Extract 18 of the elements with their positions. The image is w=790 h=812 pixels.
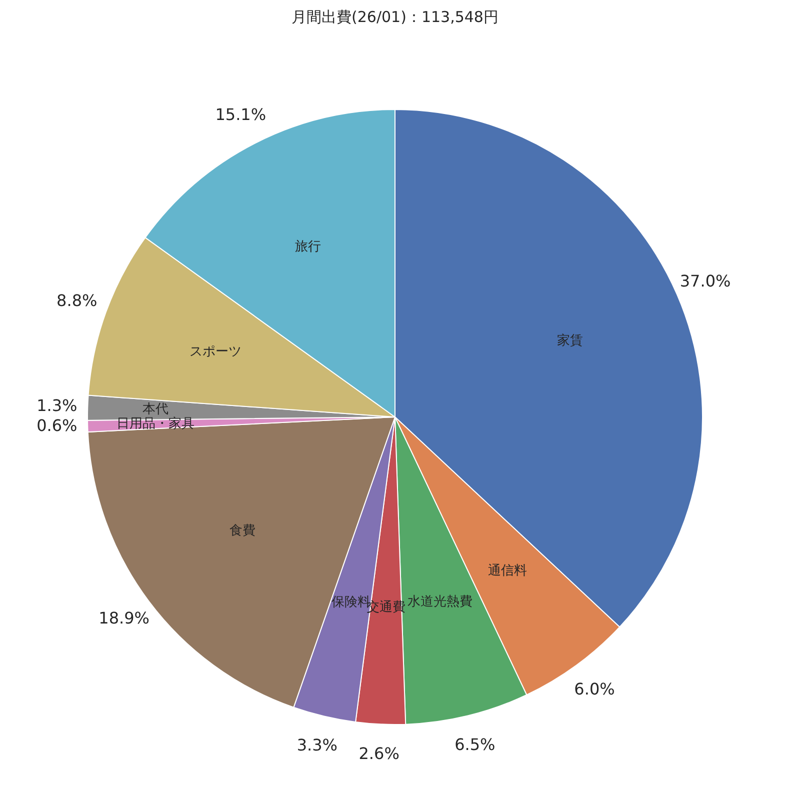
data-label: 0.6% bbox=[36, 416, 78, 436]
data-label: 6.5% bbox=[454, 734, 496, 754]
data-label: 1.3% bbox=[36, 396, 78, 416]
data-label: 3.3% bbox=[296, 735, 338, 754]
slice-label: 食費 bbox=[229, 524, 256, 539]
slice-label: スポーツ bbox=[190, 344, 242, 360]
slice-label: 本代 bbox=[142, 402, 168, 418]
chart-title: 月間出費(26/01)：113,548円 bbox=[292, 8, 498, 26]
data-label: 6.0% bbox=[574, 679, 615, 698]
slice-label: 家賃 bbox=[556, 332, 583, 348]
slice-label: 通信料 bbox=[488, 563, 527, 578]
data-label: 8.8% bbox=[56, 291, 98, 310]
data-label: 15.1% bbox=[215, 105, 266, 124]
data-label: 37.0% bbox=[680, 271, 731, 290]
slice-label: 旅行 bbox=[294, 240, 321, 255]
data-label: 2.6% bbox=[358, 744, 400, 764]
data-label: 18.9% bbox=[98, 608, 150, 628]
slice-label: 水道光熱費 bbox=[408, 594, 473, 610]
